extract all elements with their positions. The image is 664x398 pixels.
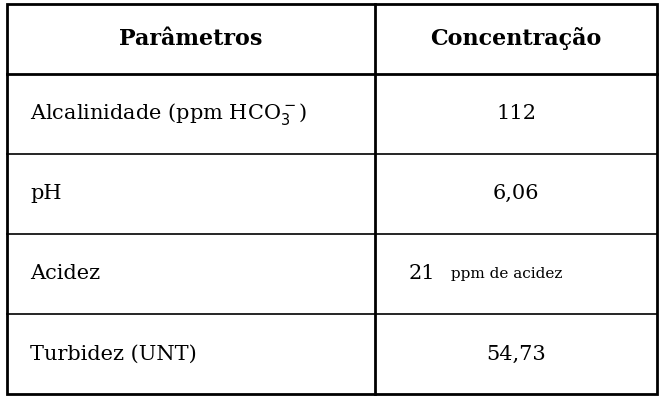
Text: pH: pH	[30, 184, 61, 203]
Text: Parâmetros: Parâmetros	[120, 28, 262, 50]
Text: Concentração: Concentração	[430, 27, 602, 50]
Text: 21: 21	[408, 264, 435, 283]
Text: 6,06: 6,06	[493, 184, 540, 203]
Text: 112: 112	[496, 104, 537, 123]
Text: Acidez: Acidez	[30, 264, 100, 283]
Text: 54,73: 54,73	[487, 345, 546, 363]
Text: ppm de acidez: ppm de acidez	[446, 267, 562, 281]
Text: Alcalinidade (ppm HCO$_3^-$): Alcalinidade (ppm HCO$_3^-$)	[30, 101, 307, 127]
Text: Turbidez (UNT): Turbidez (UNT)	[30, 345, 197, 363]
